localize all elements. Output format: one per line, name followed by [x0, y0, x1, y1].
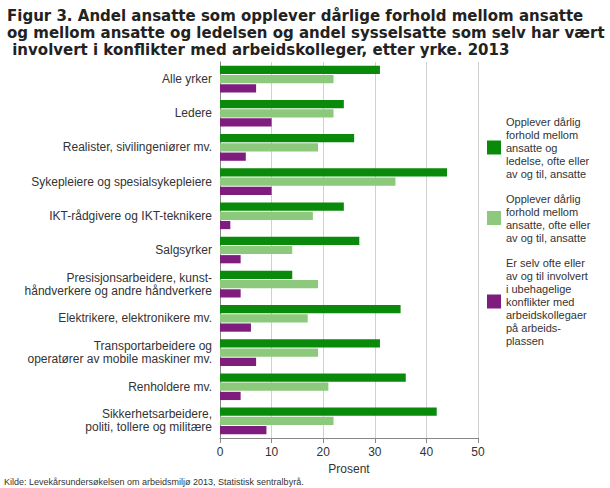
- svg-text:forhold mellom: forhold mellom: [506, 206, 578, 218]
- svg-text:og mellom ansatte og ledelsen: og mellom ansatte og ledelsen og andel s…: [7, 24, 605, 42]
- svg-text:20: 20: [317, 445, 331, 459]
- svg-text:Salgsyrker: Salgsyrker: [155, 243, 212, 257]
- svg-text:ansatte, ofte eller: ansatte, ofte eller: [506, 219, 591, 231]
- svg-text:politi, tollere og militære: politi, tollere og militære: [85, 420, 212, 434]
- svg-text:involvert i konflikter med arb: involvert i konflikter med arbeidskolleg…: [7, 41, 509, 59]
- svg-text:Sikkerhetsarbeidere,: Sikkerhetsarbeidere,: [102, 407, 212, 421]
- svg-text:av og til, ansatte: av og til, ansatte: [506, 168, 586, 180]
- svg-text:30: 30: [368, 445, 382, 459]
- svg-text:ledelse, ofte eller: ledelse, ofte eller: [506, 155, 589, 167]
- svg-text:Opplever dårlig: Opplever dårlig: [506, 116, 581, 128]
- svg-text:IKT-rådgivere og IKT-teknikere: IKT-rådgivere og IKT-teknikere: [49, 209, 212, 223]
- svg-text:40: 40: [420, 445, 434, 459]
- svg-text:Kilde: Levekårsundersøkelsen o: Kilde: Levekårsundersøkelsen om arbeidsm…: [4, 477, 304, 487]
- svg-text:Alle yrker: Alle yrker: [162, 72, 212, 86]
- svg-text:Renholdere mv.: Renholdere mv.: [128, 380, 212, 394]
- svg-text:0: 0: [217, 445, 224, 459]
- svg-text:Ledere: Ledere: [175, 106, 213, 120]
- svg-text:Elektrikere, elektronikere mv.: Elektrikere, elektronikere mv.: [58, 311, 212, 325]
- svg-text:Figur 3. Andel ansatte som opp: Figur 3. Andel ansatte som opplever dårl…: [7, 7, 589, 25]
- svg-text:ansatte og: ansatte og: [506, 142, 557, 154]
- svg-text:Opplever dårlig: Opplever dårlig: [506, 193, 581, 205]
- svg-text:av og til, ansatte: av og til, ansatte: [506, 232, 586, 244]
- svg-text:50: 50: [471, 445, 485, 459]
- svg-text:plassen: plassen: [506, 335, 544, 347]
- svg-text:Presisjonsarbeidere, kunst-: Presisjonsarbeidere, kunst-: [67, 271, 212, 285]
- svg-text:Sykepleiere og spesialsykeplei: Sykepleiere og spesialsykepleiere: [31, 175, 212, 189]
- svg-text:forhold mellom: forhold mellom: [506, 129, 578, 141]
- svg-text:Prosent: Prosent: [328, 462, 370, 476]
- svg-text:konflikter med: konflikter med: [506, 296, 574, 308]
- svg-text:i ubehagelige: i ubehagelige: [506, 283, 571, 295]
- svg-text:Transportarbeidere og: Transportarbeidere og: [94, 339, 212, 353]
- svg-text:av og til involvert: av og til involvert: [506, 270, 588, 282]
- svg-text:arbeidskollegaer: arbeidskollegaer: [506, 309, 587, 321]
- svg-text:Er selv ofte eller: Er selv ofte eller: [506, 257, 585, 269]
- svg-text:på arbeids-: på arbeids-: [506, 322, 561, 334]
- svg-text:operatører av mobile maskiner: operatører av mobile maskiner mv.: [28, 352, 213, 366]
- svg-text:Realister, sivilingeniører mv.: Realister, sivilingeniører mv.: [63, 140, 212, 154]
- svg-text:håndverkere og andre håndverke: håndverkere og andre håndverkere: [25, 284, 213, 298]
- svg-text:10: 10: [265, 445, 279, 459]
